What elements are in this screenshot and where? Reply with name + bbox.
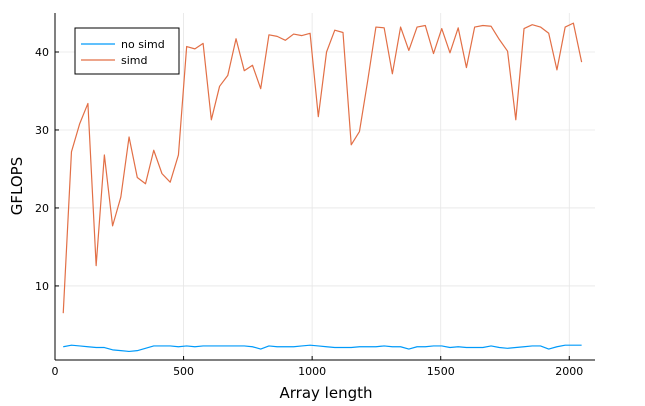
x-axis-label: Array length xyxy=(280,384,373,402)
x-tick-label-4: 2000 xyxy=(555,365,583,378)
legend-label-0: no simd xyxy=(121,38,165,51)
grid xyxy=(54,13,595,360)
y-tick-label-0: 10 xyxy=(35,280,49,293)
series-line-simd xyxy=(62,22,583,314)
y-tick-label-3: 40 xyxy=(35,46,49,59)
y-axis-label: GFLOPS xyxy=(8,157,26,215)
axes xyxy=(54,13,595,361)
x-tick-label-0: 0 xyxy=(52,365,59,378)
ticks: 0 500 1000 1500 2000 10 20 30 40 xyxy=(35,46,583,378)
legend-box xyxy=(74,27,180,75)
legend: no simd simd xyxy=(74,27,180,75)
series-line-no-simd xyxy=(63,344,582,353)
x-tick-label-2: 1000 xyxy=(298,365,326,378)
x-tick-label-3: 1500 xyxy=(427,365,455,378)
y-tick-label-2: 30 xyxy=(35,124,49,137)
legend-label-1: simd xyxy=(121,54,148,67)
series-layer xyxy=(62,22,583,353)
y-tick-label-1: 20 xyxy=(35,202,49,215)
x-tick-label-1: 500 xyxy=(173,365,194,378)
